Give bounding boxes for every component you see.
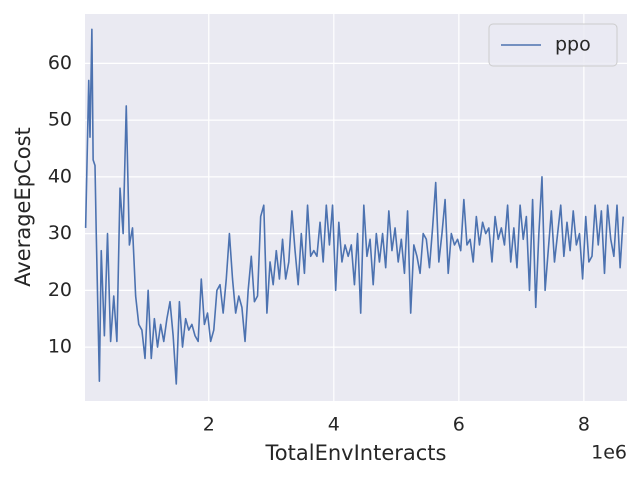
y-tick-label: 30 — [48, 222, 72, 244]
y-tick-label: 50 — [48, 109, 72, 131]
y-tick-label: 10 — [48, 336, 72, 358]
y-tick-label: 40 — [48, 165, 72, 187]
legend-box — [488, 23, 618, 67]
data-line — [84, 28, 625, 385]
y-axis-label: AverageEpCost — [11, 127, 35, 287]
y-tick-label: 20 — [48, 279, 72, 301]
x-tick-label: 2 — [203, 414, 215, 436]
legend-label: ppo — [555, 34, 591, 56]
x-tick-label: 6 — [453, 414, 465, 436]
x-offset-label: 1e6 — [591, 442, 627, 464]
x-axis-label: TotalEnvInteracts — [265, 441, 447, 465]
y-tick-label: 60 — [48, 52, 72, 74]
plot-area — [85, 14, 627, 401]
x-tick-label: 8 — [578, 414, 590, 436]
x-tick-label: 4 — [328, 414, 340, 436]
